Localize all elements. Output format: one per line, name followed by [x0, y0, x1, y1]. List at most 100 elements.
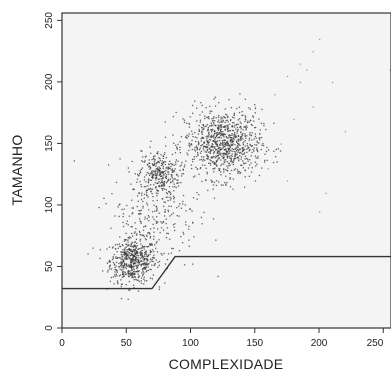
data-point: [151, 188, 153, 190]
data-point: [182, 242, 184, 244]
data-point: [127, 236, 129, 239]
data-point: [145, 263, 147, 265]
data-point: [162, 177, 164, 179]
data-point: [149, 173, 151, 175]
data-point: [152, 196, 154, 198]
data-point: [139, 240, 141, 242]
data-point: [156, 182, 158, 185]
data-point: [162, 189, 164, 191]
data-point: [214, 138, 216, 140]
data-point: [116, 269, 118, 271]
data-point: [135, 263, 137, 265]
data-point: [230, 154, 232, 157]
data-point: [154, 264, 156, 266]
data-point: [162, 177, 164, 179]
data-point: [213, 168, 215, 170]
data-point: [232, 125, 234, 127]
data-point: [211, 145, 213, 148]
data-point: [156, 171, 158, 173]
data-point: [218, 136, 220, 139]
data-point: [116, 251, 118, 253]
data-point: [148, 245, 150, 247]
data-point: [229, 146, 231, 148]
data-point: [312, 106, 314, 108]
data-point: [155, 242, 157, 244]
data-point: [153, 164, 155, 166]
data-point: [253, 147, 255, 149]
data-point: [149, 233, 151, 235]
data-point: [230, 145, 232, 147]
data-point: [182, 169, 184, 171]
data-point: [146, 235, 148, 237]
data-point: [197, 153, 199, 155]
data-point: [118, 266, 121, 268]
data-point: [131, 232, 133, 235]
data-point: [186, 152, 188, 154]
data-point: [119, 262, 121, 264]
data-point: [125, 267, 127, 270]
data-point: [136, 266, 138, 269]
data-point: [138, 192, 140, 194]
data-point: [198, 128, 200, 131]
data-point: [299, 81, 302, 84]
data-point: [254, 106, 257, 108]
data-point: [121, 251, 123, 253]
data-point: [170, 182, 172, 184]
data-point: [136, 205, 138, 208]
data-point: [207, 117, 209, 119]
data-point: [130, 262, 133, 264]
y-tick-label: 250: [44, 12, 55, 29]
data-point: [140, 264, 142, 266]
data-point: [237, 171, 239, 173]
data-point: [209, 159, 211, 161]
data-point: [133, 273, 135, 275]
data-point: [222, 157, 224, 159]
data-point: [166, 232, 168, 234]
data-point: [247, 160, 249, 162]
data-point: [129, 272, 131, 274]
data-point: [141, 167, 144, 169]
data-point: [213, 146, 215, 149]
data-point: [161, 185, 163, 187]
data-point: [222, 134, 224, 136]
data-point: [140, 243, 142, 245]
data-point: [130, 264, 133, 266]
data-point: [191, 130, 193, 132]
data-point: [213, 197, 216, 199]
data-point: [129, 264, 132, 266]
data-point: [214, 167, 216, 169]
data-point: [222, 120, 224, 122]
data-point: [257, 157, 259, 159]
data-point: [134, 261, 136, 263]
data-point: [239, 126, 241, 128]
data-point: [260, 148, 262, 151]
data-point: [140, 198, 143, 201]
data-point: [238, 118, 241, 120]
data-point: [234, 124, 236, 126]
data-point: [108, 246, 111, 248]
data-point: [145, 185, 147, 188]
data-point: [222, 184, 224, 186]
data-point: [157, 168, 160, 170]
data-point: [209, 139, 212, 141]
data-point: [207, 158, 209, 160]
data-point: [214, 120, 216, 122]
data-point: [142, 255, 144, 257]
data-point: [218, 116, 220, 118]
data-point: [232, 140, 234, 143]
data-point: [142, 273, 144, 275]
data-point: [152, 200, 154, 202]
data-point: [149, 249, 151, 252]
data-point: [245, 157, 248, 160]
data-point: [206, 154, 209, 156]
data-point: [172, 224, 175, 226]
data-point: [245, 116, 247, 118]
data-point: [126, 220, 128, 222]
data-point: [144, 216, 146, 218]
data-point: [212, 152, 215, 155]
data-point: [143, 262, 145, 265]
data-point: [238, 138, 240, 140]
data-point: [254, 161, 257, 163]
data-point: [127, 258, 129, 260]
